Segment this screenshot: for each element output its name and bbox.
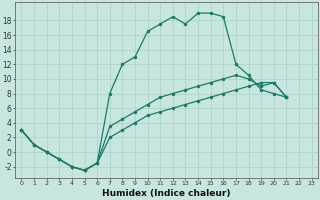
X-axis label: Humidex (Indice chaleur): Humidex (Indice chaleur) — [102, 189, 231, 198]
